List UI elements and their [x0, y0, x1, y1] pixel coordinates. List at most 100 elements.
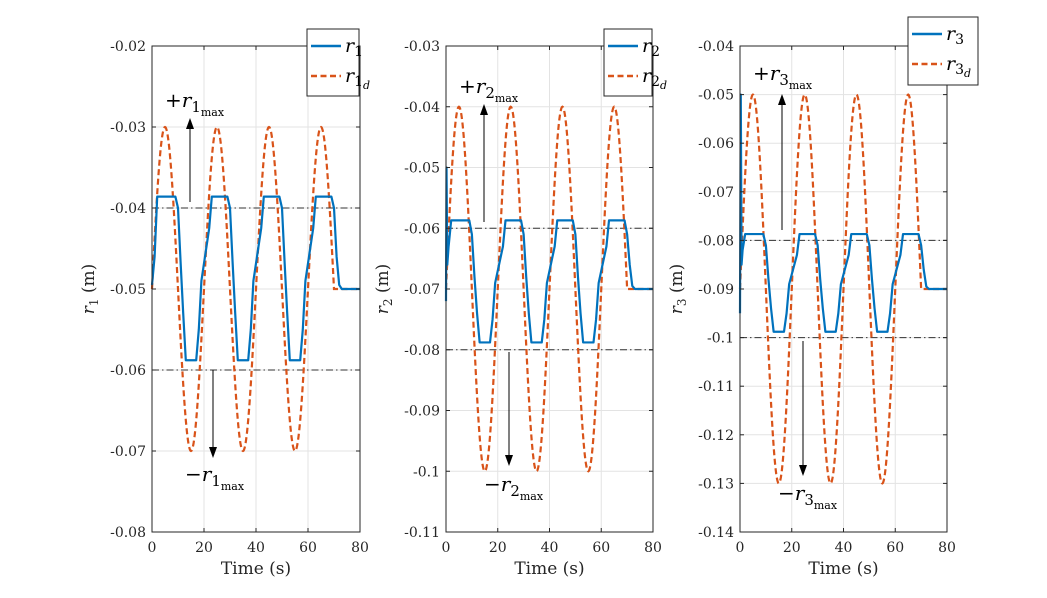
- legend-box: [603, 28, 653, 97]
- annotation-subsub: max: [814, 499, 838, 512]
- annotation-subsub: max: [221, 480, 245, 493]
- y-tick-label: -0.08: [698, 233, 734, 249]
- series-r2: [444, 166, 653, 344]
- legend-var: r: [642, 35, 653, 57]
- legend-var: r: [642, 65, 653, 87]
- legend-label-1: r1: [345, 35, 363, 60]
- x-tick-label: 20: [783, 540, 801, 556]
- annotation-sign: −: [484, 472, 501, 496]
- lower-arrow-head: [799, 465, 807, 476]
- y-label-sub: 1: [87, 299, 101, 307]
- x-tick-label: 80: [938, 540, 956, 556]
- subplot-r2: 0 20 40 60 80 -0.11 -0.1 -0.09 -0.08 -0.07 -0.06 -0…: [373, 28, 667, 579]
- upper-arrow-head: [480, 104, 488, 115]
- x-tick-label: 20: [489, 540, 507, 556]
- annotation-var: r: [476, 74, 487, 98]
- annotation-sub: 2: [510, 482, 520, 500]
- y-tick-label: -0.11: [404, 525, 440, 541]
- legend-subsub: d: [660, 79, 667, 92]
- annotation-var: r: [202, 462, 213, 486]
- annotation-sub: 1: [191, 98, 201, 116]
- x-tick-label: 60: [886, 540, 904, 556]
- legend-sub: 3: [955, 62, 964, 78]
- x-axis-label: Time (s): [514, 559, 584, 579]
- upper-arrow-head: [778, 94, 786, 105]
- legend-var: r: [946, 23, 957, 45]
- legend-var: r: [345, 35, 356, 57]
- x-tick-label: 0: [736, 540, 745, 556]
- y-tick-label: -0.07: [698, 185, 734, 201]
- y-axis-label: r1 (m): [79, 264, 101, 315]
- legend-sub: 1: [354, 44, 363, 60]
- y-tick-label: -0.04: [404, 100, 440, 116]
- series-r1: [150, 195, 360, 362]
- x-tick-label: 0: [148, 540, 157, 556]
- y-tick-label: -0.04: [698, 39, 734, 55]
- upper-bound-label: +r1max: [165, 88, 225, 119]
- x-tick-label: 40: [247, 540, 265, 556]
- annotation-subsub: max: [201, 106, 225, 119]
- legend-var: r: [345, 65, 356, 87]
- legend-box: [306, 28, 360, 97]
- lower-bound-label: −r3max: [778, 481, 838, 512]
- x-tick-label: 80: [644, 540, 662, 556]
- x-tick-label: 80: [351, 540, 369, 556]
- y-tick-label: -0.11: [698, 379, 734, 395]
- legend-sub: 3: [955, 32, 964, 48]
- annotation-sign: +: [753, 61, 770, 85]
- y-axis-label: r3 (m): [667, 264, 689, 315]
- y-tick-label: -0.08: [404, 343, 440, 359]
- x-tick-label: 60: [592, 540, 610, 556]
- legend-sub: 1: [354, 74, 363, 90]
- subplot-r3: 0 20 40 60 80 -0.14 -0.13 -0.12 -0.11 -0.1 -0.09 -0…: [667, 16, 979, 579]
- y-tick-label: -0.08: [110, 525, 146, 541]
- y-tick-label: -0.1: [413, 464, 440, 480]
- annotation-sign: −: [185, 462, 202, 486]
- y-label-var: r: [79, 305, 99, 314]
- legend-box: [907, 16, 979, 86]
- annotation-sign: +: [165, 88, 182, 112]
- x-tick-label: 40: [835, 540, 853, 556]
- lower-bound-label: −r2max: [484, 472, 544, 503]
- annotation-sub: 2: [485, 84, 495, 102]
- y-tick-label: -0.07: [110, 444, 146, 460]
- y-label-sub: 2: [381, 299, 395, 307]
- legend-sub: 2: [651, 44, 660, 60]
- legend-label-1: r2: [642, 35, 660, 60]
- annotation-subsub: max: [520, 490, 544, 503]
- y-tick-label: -0.05: [404, 161, 440, 177]
- y-axis-label: r2 (m): [373, 264, 395, 315]
- annotation-sub: 1: [211, 472, 221, 490]
- y-tick-label: -0.02: [110, 39, 146, 55]
- upper-bound-label: +r3max: [753, 61, 813, 92]
- annotation-sign: +: [459, 74, 476, 98]
- series-r3d: [738, 93, 947, 485]
- y-tick-label: -0.03: [404, 39, 440, 55]
- series-r3: [738, 93, 947, 333]
- y-tick-label: -0.14: [698, 525, 734, 541]
- y-tick-label: -0.06: [404, 221, 440, 237]
- annotation-var: r: [501, 472, 512, 496]
- lower-arrow-head: [505, 455, 513, 466]
- y-label-unit: (m): [373, 264, 393, 299]
- annotation-subsub: max: [495, 92, 519, 105]
- y-tick-label: -0.07: [404, 282, 440, 298]
- annotation-var: r: [182, 88, 193, 112]
- y-tick-label: -0.12: [698, 428, 734, 444]
- legend-subsub: d: [964, 67, 971, 80]
- y-tick-label: -0.04: [110, 201, 146, 217]
- x-axis-label: Time (s): [221, 559, 291, 579]
- lower-bound-label: −r1max: [185, 462, 245, 493]
- annotation-var: r: [795, 481, 806, 505]
- y-tick-label: -0.05: [698, 88, 734, 104]
- y-tick-label: -0.09: [404, 404, 440, 420]
- annotation-subsub: max: [789, 79, 813, 92]
- subplot-r1: 0 20 40 60 80 -0.08 -0.07 -0.06 -0.05 -0.04 -0.03 -…: [79, 28, 370, 579]
- y-label-var: r: [373, 305, 393, 314]
- annotation-sub: 3: [804, 491, 814, 509]
- series-r1d: [150, 125, 360, 453]
- y-tick-label: -0.03: [110, 120, 146, 136]
- series-r2d: [444, 105, 653, 473]
- y-tick-label: -0.09: [698, 282, 734, 298]
